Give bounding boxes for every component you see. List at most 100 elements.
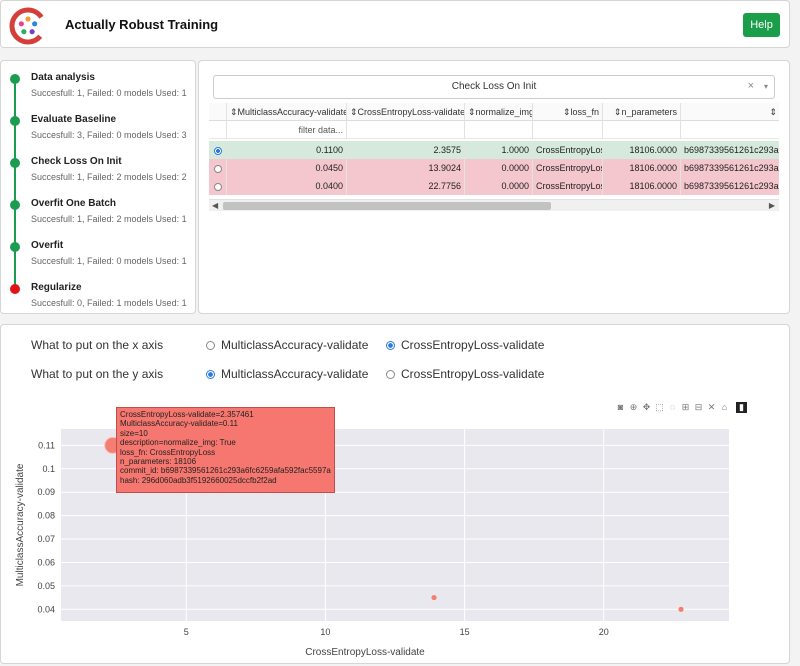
- x-option-loss[interactable]: CrossEntropyLoss-validate: [386, 338, 544, 352]
- table-row[interactable]: 0.1100 2.3575 1.0000 CrossEntropyLoss 18106.…: [209, 141, 779, 159]
- column-header[interactable]: ⇕CrossEntropyLoss-validate: [347, 103, 465, 121]
- steps-sidebar: Data analysis Succesfull: 1, Failed: 0 mo…: [0, 60, 196, 314]
- y-axis-question: What to put on the y axis: [31, 367, 164, 381]
- row-select-cell[interactable]: [209, 141, 227, 159]
- results-panel: Check Loss On Init × ▾ ⇕MulticlassAccura…: [198, 60, 790, 314]
- app-header: Actually Robust Training Help: [0, 0, 790, 48]
- step-item[interactable]: Check Loss On Init Succesfull: 1, Failed:…: [1, 149, 197, 205]
- step-item[interactable]: Data analysis Succesfull: 1, Failed: 0 mo…: [1, 65, 197, 121]
- x-tick-label: 10: [320, 627, 330, 637]
- column-header[interactable]: ⇕MulticlassAccuracy-validate: [227, 103, 347, 121]
- reset-axes-icon[interactable]: ⌂: [721, 402, 728, 412]
- row-select-cell[interactable]: [209, 159, 227, 177]
- app-logo-icon: [9, 7, 47, 45]
- table-cell: CrossEntropyLoss: [533, 177, 603, 195]
- table-horizontal-scrollbar[interactable]: ◀ ▶: [209, 199, 779, 211]
- scrollbar-thumb[interactable]: [223, 202, 551, 210]
- chevron-down-icon[interactable]: ▾: [763, 82, 768, 91]
- zoom-out-icon[interactable]: ⊟: [694, 402, 703, 412]
- step-item[interactable]: Regularize Succesfull: 0, Failed: 1 model…: [1, 275, 197, 317]
- tooltip-line: commit_id: b6987339561261c293a6fc6259afa…: [120, 466, 331, 476]
- step-name[interactable]: Data analysis: [31, 72, 95, 83]
- logo-dot: [25, 16, 31, 22]
- logo-dot: [18, 21, 24, 27]
- table-cell: b6987339561261c293a6fc: [681, 177, 779, 195]
- x-tick-label: 5: [184, 627, 189, 637]
- step-summary: Succesfull: 1, Failed: 0 models Used: 1: [31, 256, 187, 266]
- column-header[interactable]: ⇕: [681, 103, 779, 121]
- filter-input[interactable]: [533, 121, 603, 139]
- step-item[interactable]: Evaluate Baseline Succesfull: 3, Failed: …: [1, 107, 197, 163]
- y-option-accuracy[interactable]: MulticlassAccuracy-validate: [206, 367, 368, 381]
- y-option-loss[interactable]: CrossEntropyLoss-validate: [386, 367, 544, 381]
- step-connector: [14, 247, 16, 289]
- radio-icon[interactable]: [206, 341, 215, 350]
- table-row[interactable]: 0.0400 22.7756 0.0000 CrossEntropyLoss 18106…: [209, 177, 779, 195]
- step-select[interactable]: Check Loss On Init × ▾: [213, 75, 775, 99]
- plot-panel: 0.04 0.05 0.06 0.07 0.08 0.09 0.1 0.11 5 10 15 20 Cr…: [0, 324, 790, 664]
- step-name[interactable]: Evaluate Baseline: [31, 114, 117, 125]
- y-tick-label: 0.06: [37, 557, 55, 567]
- y-tick-label: 0.07: [37, 534, 55, 544]
- clear-icon[interactable]: ×: [747, 80, 754, 92]
- tooltip-line: MulticlassAccuracy-validate=0.11: [120, 419, 238, 429]
- step-select-value: Check Loss On Init: [451, 81, 537, 92]
- step-summary: Succesfull: 1, Failed: 0 models Used: 1: [31, 88, 187, 98]
- filter-input[interactable]: [347, 121, 465, 139]
- table-cell: 1.0000: [465, 141, 533, 159]
- radio-icon[interactable]: [213, 146, 222, 155]
- tooltip-line: hash: 296d060adb3f5192660025dccfb2f2ad: [120, 475, 277, 485]
- box-select-icon[interactable]: ⬚: [655, 402, 664, 412]
- radio-icon[interactable]: [386, 370, 395, 379]
- scroll-left-icon[interactable]: ◀: [212, 201, 219, 210]
- pan-icon[interactable]: ✥: [642, 402, 651, 412]
- x-axis-question: What to put on the x axis: [31, 338, 164, 352]
- radio-icon[interactable]: [386, 341, 395, 350]
- filter-row: filter data...: [209, 121, 779, 139]
- scroll-right-icon[interactable]: ▶: [768, 201, 775, 210]
- step-name[interactable]: Regularize: [31, 282, 82, 293]
- step-item[interactable]: Overfit One Batch Succesfull: 1, Failed: …: [1, 191, 197, 247]
- step-name[interactable]: Overfit One Batch: [31, 198, 117, 209]
- column-header[interactable]: ⇕loss_fn: [533, 103, 603, 121]
- y-axis-label: MulticlassAccuracy-validate: [15, 463, 26, 586]
- zoom-in-icon[interactable]: ⊞: [681, 402, 690, 412]
- table-cell: 18106.0000: [603, 177, 681, 195]
- y-tick-label: 0.09: [37, 487, 55, 497]
- filter-input[interactable]: filter data...: [227, 121, 347, 139]
- step-ok-icon: [10, 242, 20, 252]
- step-summary: Succesfull: 3, Failed: 0 models Used: 3: [31, 130, 187, 140]
- step-name[interactable]: Check Loss On Init: [31, 156, 122, 167]
- filter-input[interactable]: [603, 121, 681, 139]
- step-name[interactable]: Overfit: [31, 240, 64, 251]
- x-option-accuracy[interactable]: MulticlassAccuracy-validate: [206, 338, 368, 352]
- filter-input[interactable]: [465, 121, 533, 139]
- radio-icon[interactable]: [206, 370, 215, 379]
- radio-icon[interactable]: [213, 164, 222, 173]
- y-tick-label: 0.05: [37, 581, 55, 591]
- autoscale-icon[interactable]: ✕: [707, 402, 716, 412]
- scatter-point[interactable]: [678, 606, 684, 612]
- camera-icon[interactable]: ◙: [617, 402, 624, 412]
- column-header[interactable]: ⇕n_parameters: [603, 103, 681, 121]
- header-cell: [209, 103, 227, 121]
- tooltip-line: n_parameters: 18106: [120, 457, 197, 467]
- table-row[interactable]: 0.0450 13.9024 0.0000 CrossEntropyLoss 18106…: [209, 159, 779, 177]
- radio-icon[interactable]: [213, 182, 222, 191]
- table-cell: 22.7756: [347, 177, 465, 195]
- row-select-cell[interactable]: [209, 177, 227, 195]
- scatter-point[interactable]: [431, 594, 437, 601]
- filter-input[interactable]: [681, 121, 779, 139]
- help-button[interactable]: Help: [743, 13, 780, 37]
- table-cell: 0.1100: [227, 141, 347, 159]
- table-cell: b6987339561261c293a6fc: [681, 159, 779, 177]
- zoom-icon[interactable]: ⊕: [629, 402, 638, 412]
- table-cell: CrossEntropyLoss: [533, 141, 603, 159]
- column-header[interactable]: ⇕normalize_img: [465, 103, 533, 121]
- tooltip-line: description=normalize_img: True: [120, 438, 236, 448]
- step-summary: Succesfull: 1, Failed: 2 models Used: 1: [31, 214, 187, 224]
- plotly-logo-icon[interactable]: ▮: [736, 402, 747, 413]
- lasso-icon[interactable]: ◌: [669, 402, 676, 412]
- step-ok-icon: [10, 200, 20, 210]
- step-item[interactable]: Overfit Succesfull: 1, Failed: 0 models U…: [1, 233, 197, 289]
